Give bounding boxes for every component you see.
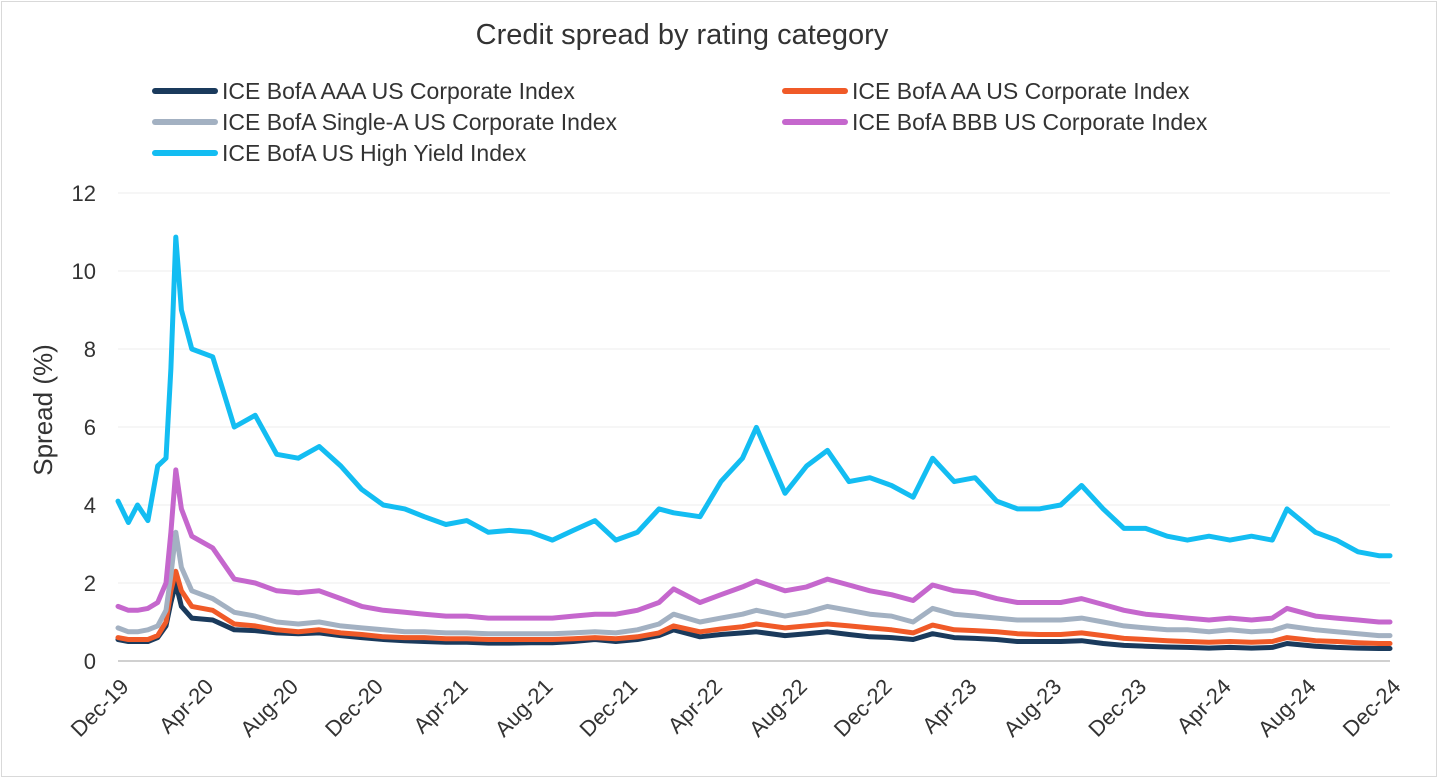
x-tick-label: Dec-23 bbox=[1083, 674, 1151, 742]
legend-label: ICE BofA US High Yield Index bbox=[222, 140, 527, 166]
series-line-1 bbox=[115, 568, 1393, 646]
legend-label: ICE BofA BBB US Corporate Index bbox=[852, 109, 1208, 135]
x-tick-label: Apr-24 bbox=[1172, 674, 1236, 738]
chart-title: Credit spread by rating category bbox=[476, 19, 889, 51]
series-line-2 bbox=[115, 529, 1393, 639]
y-tick-label: 12 bbox=[72, 181, 96, 206]
x-tick-label: Apr-22 bbox=[663, 674, 727, 738]
x-tick-label: Dec-20 bbox=[320, 674, 388, 742]
legend-label: ICE BofA AA US Corporate Index bbox=[852, 78, 1190, 104]
y-tick-label: 2 bbox=[84, 571, 96, 596]
series-line-4 bbox=[115, 234, 1393, 559]
x-tick-label: Apr-20 bbox=[154, 674, 218, 738]
x-tick-label: Apr-21 bbox=[408, 674, 472, 738]
y-axis-label: Spread (%) bbox=[28, 344, 58, 476]
x-tick-label: Aug-24 bbox=[1253, 674, 1321, 742]
x-tick-label: Dec-24 bbox=[1338, 674, 1406, 742]
x-tick-label: Apr-23 bbox=[917, 674, 981, 738]
y-tick-label: 8 bbox=[84, 337, 96, 362]
x-tick-label: Aug-23 bbox=[998, 674, 1066, 742]
series-line-3 bbox=[115, 467, 1393, 625]
x-tick-label: Aug-20 bbox=[235, 674, 303, 742]
y-tick-label: 0 bbox=[84, 649, 96, 674]
legend-label: ICE BofA Single-A US Corporate Index bbox=[222, 109, 618, 135]
y-tick-label: 10 bbox=[72, 259, 96, 284]
series-lines bbox=[115, 234, 1393, 651]
x-tick-label: Dec-21 bbox=[575, 674, 643, 742]
x-tick-label: Aug-22 bbox=[744, 674, 812, 742]
legend-label: ICE BofA AAA US Corporate Index bbox=[222, 78, 575, 104]
x-tick-label: Aug-21 bbox=[490, 674, 558, 742]
legend: ICE BofA AAA US Corporate Index ICE BofA … bbox=[152, 78, 1208, 166]
x-tick-label: Dec-22 bbox=[829, 674, 897, 742]
x-tick-label: Dec-19 bbox=[66, 674, 134, 742]
series-line-0 bbox=[115, 580, 1393, 651]
y-tick-label: 6 bbox=[84, 415, 96, 440]
x-axis-ticks: Dec-19 Apr-20 Aug-20 Dec-20 Apr-21 Aug-21 Dec-… bbox=[66, 674, 1406, 742]
y-axis-ticks: 0 2 4 6 8 10 12 bbox=[72, 181, 96, 674]
y-tick-label: 4 bbox=[84, 493, 96, 518]
